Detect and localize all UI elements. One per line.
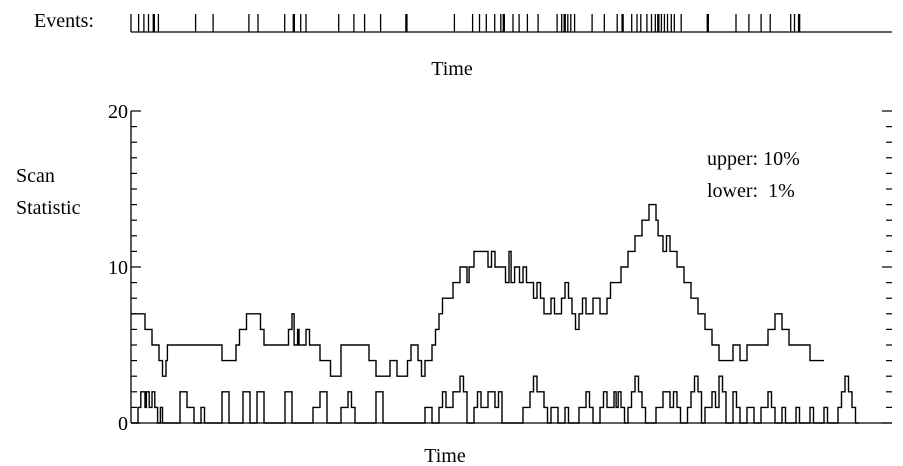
y-tick-label: 0 (118, 413, 128, 435)
scan-plot-panel: 0 10 20 Scan Statistic upper: 10% lower: 1… (16, 101, 892, 466)
events-label: Events: (34, 10, 94, 32)
y-axis-ticks-left (131, 110, 141, 424)
y-axis-label-line1: Scan (16, 165, 55, 187)
y-tick-labels: 0 10 20 (108, 101, 128, 435)
x-axis-label: Time (424, 445, 466, 466)
series-line-upper (131, 203, 824, 377)
annotation-upper: upper: 10% (707, 148, 800, 170)
annotation-lower: lower: 1% (707, 180, 795, 202)
y-tick-label: 20 (108, 101, 128, 123)
y-axis-ticks-right (882, 110, 892, 424)
y-tick-label: 10 (108, 257, 128, 279)
event-raster-panel: Events: Time (34, 10, 892, 80)
series-line-lower (131, 375, 859, 424)
event-time-label: Time (431, 58, 473, 80)
series-lines (131, 203, 859, 424)
y-axis-label-line2: Statistic (16, 197, 81, 219)
event-ticks (137, 14, 801, 32)
